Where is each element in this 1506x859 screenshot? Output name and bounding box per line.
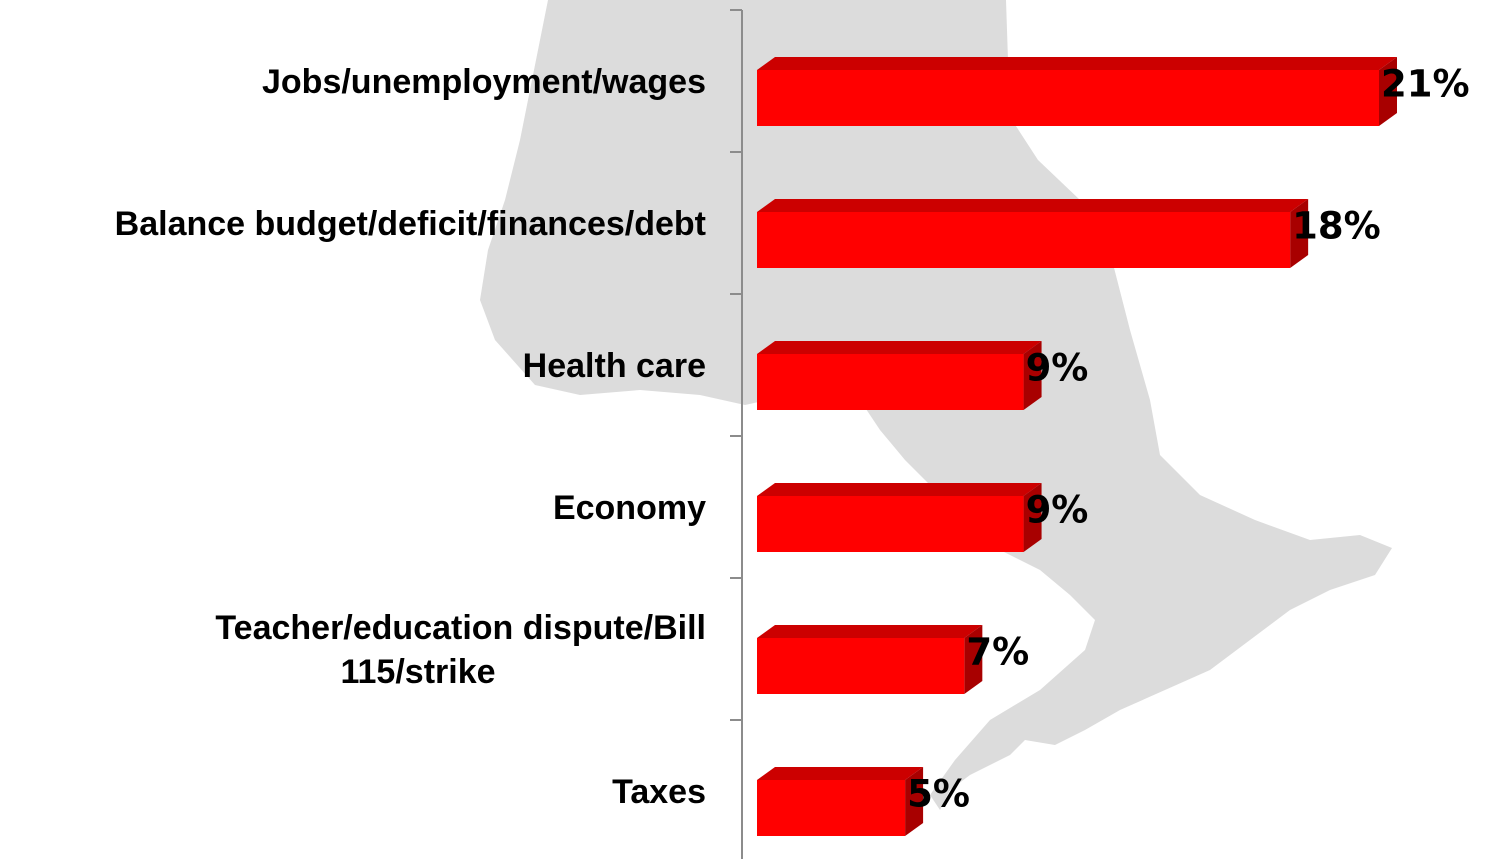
value-label: 5%	[907, 773, 970, 816]
value-label: 18%	[1292, 205, 1381, 248]
category-label: Health care	[523, 347, 706, 385]
bar-top-face	[757, 767, 924, 780]
bar-4	[757, 483, 1042, 552]
bar-front-face	[757, 70, 1379, 126]
bar-2	[757, 199, 1309, 268]
bar-top-face	[757, 341, 1042, 354]
bar-side-face	[1379, 57, 1397, 126]
bar-front-face	[757, 212, 1291, 268]
value-label: 21%	[1381, 63, 1470, 106]
category-label: Balance budget/deficit/finances/debt	[115, 205, 706, 243]
bar-side-face	[964, 625, 983, 694]
bar-side-face	[905, 767, 924, 836]
bar-front-face	[757, 496, 1024, 552]
category-label: Teacher/education dispute/Bill	[215, 609, 706, 647]
bar-1	[757, 57, 1397, 126]
bar-side-face	[1290, 199, 1309, 268]
bar-6	[757, 767, 924, 836]
bar-5	[757, 625, 983, 694]
bar-front-face	[757, 638, 965, 694]
bar-side-face	[1023, 483, 1042, 552]
bar-top-face	[757, 57, 1397, 70]
bar-top-face	[757, 483, 1042, 496]
value-label: 9%	[1026, 489, 1089, 532]
category-label: Economy	[553, 489, 706, 527]
category-label: 115/strike	[340, 653, 495, 691]
value-label: 9%	[1026, 347, 1089, 390]
bar-side-face	[1023, 341, 1042, 410]
category-label: Taxes	[612, 773, 706, 811]
bar-3	[757, 341, 1042, 410]
bar-front-face	[757, 354, 1024, 410]
category-label: Jobs/unemployment/wages	[262, 63, 706, 101]
bar-top-face	[757, 199, 1309, 212]
bar-front-face	[757, 780, 906, 836]
value-label: 7%	[966, 631, 1029, 674]
bar-top-face	[757, 625, 983, 638]
